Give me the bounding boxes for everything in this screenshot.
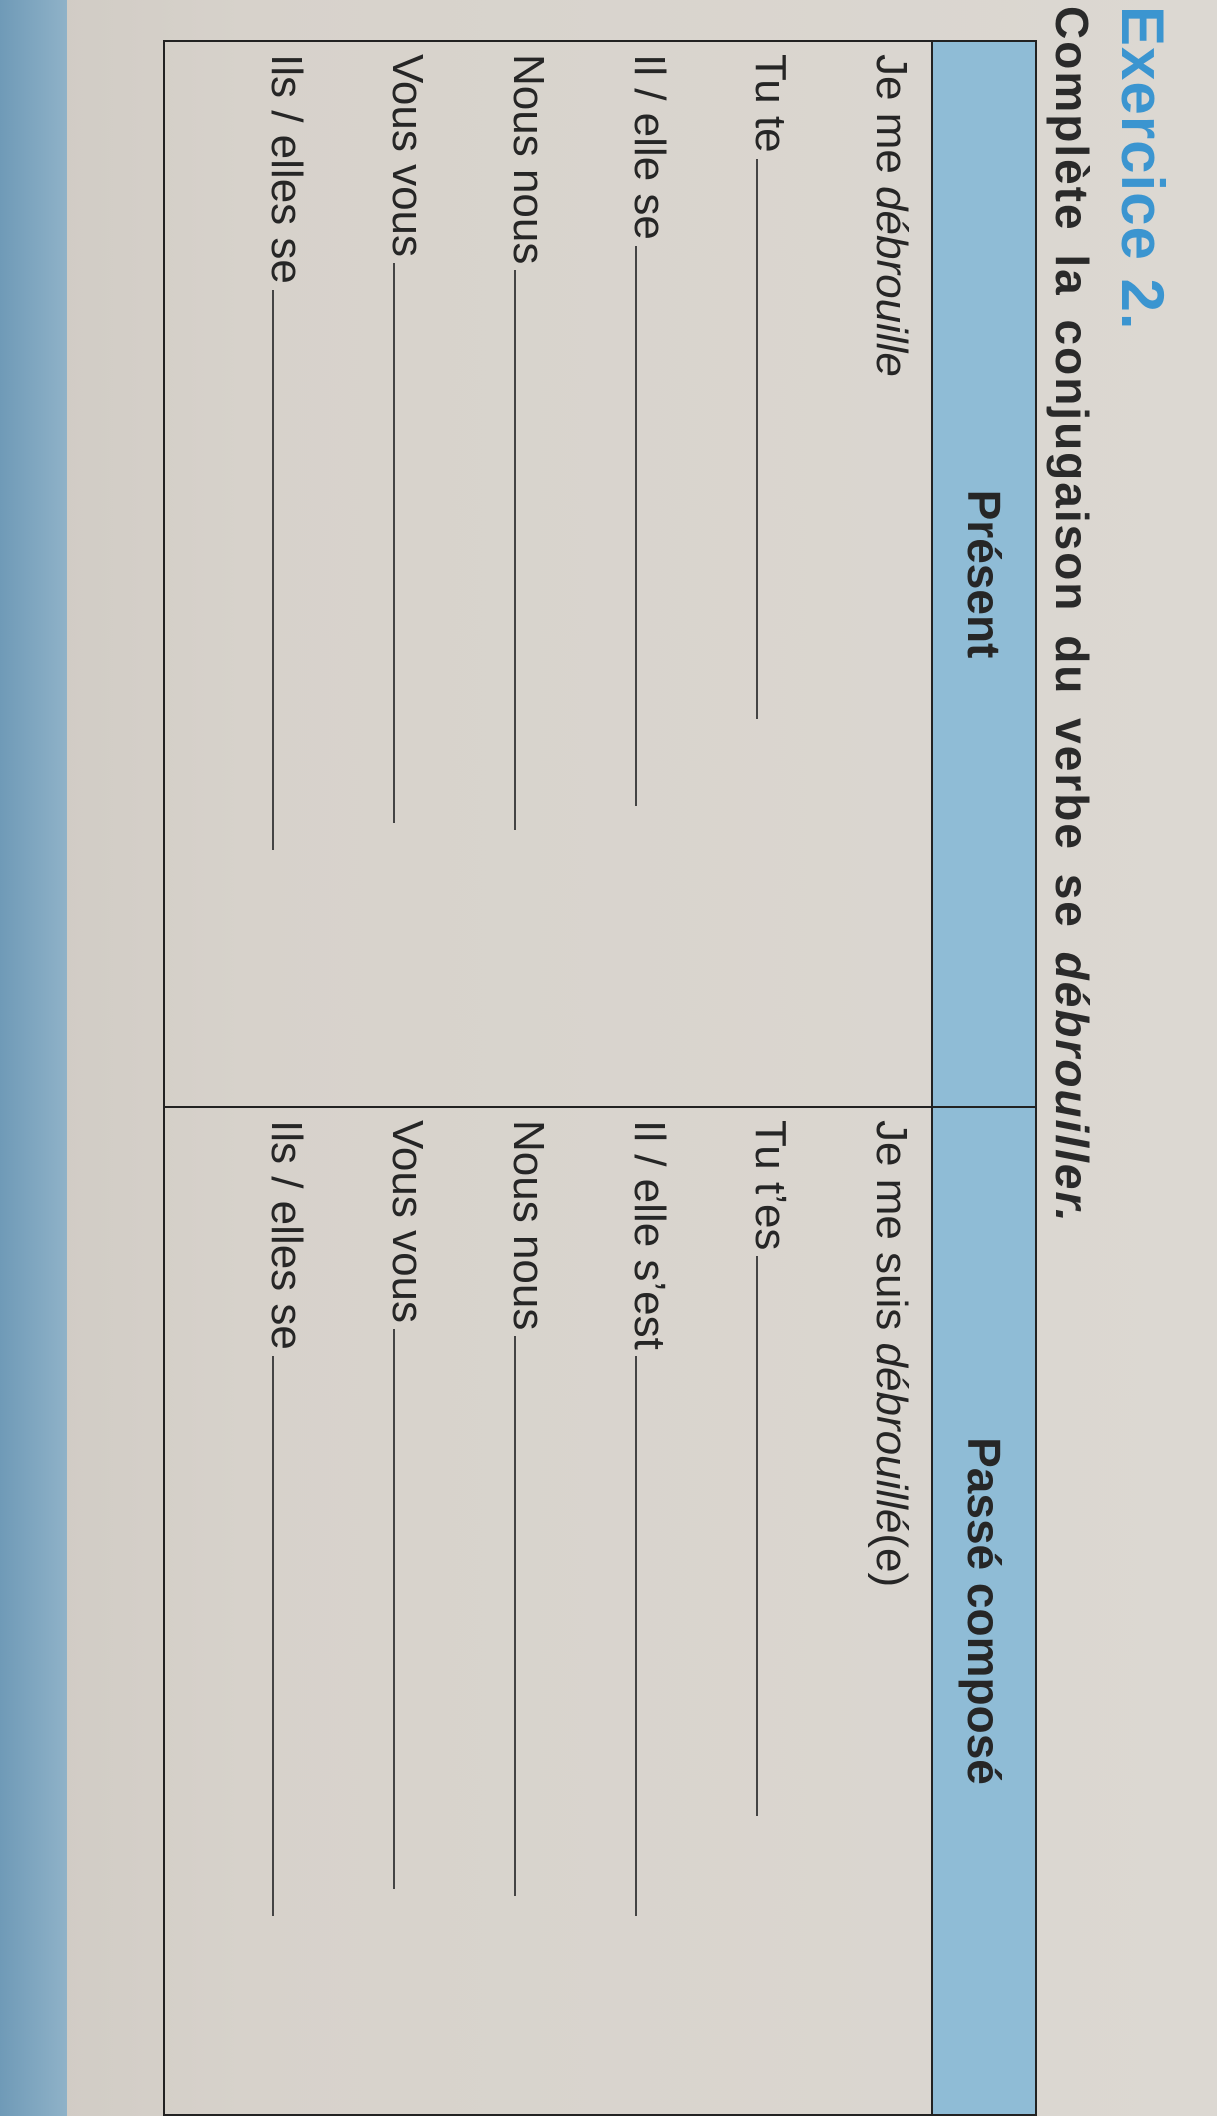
conjugation-line: Je me débrouille	[800, 54, 921, 1094]
conjugation-line: Nous nous	[437, 54, 558, 1094]
answer-blank[interactable]	[393, 263, 435, 824]
agreement-suffix: (e)	[867, 1533, 916, 1588]
pronoun-text: Nous nous	[504, 54, 553, 265]
pronoun-text: Il / elle se	[625, 54, 674, 240]
present-column: Je me débrouille Tu te Il / elle se Nous no…	[195, 41, 932, 1107]
conjugation-line: Je me suis débrouillé(e)	[800, 1120, 921, 2102]
table-bottom	[164, 1107, 195, 2115]
answer-blank[interactable]	[393, 1329, 435, 1890]
header-passe-compose: Passé composé	[932, 1107, 1036, 2115]
pronoun-text: Ils / elles se	[262, 54, 311, 284]
header-present: Présent	[932, 41, 1036, 1107]
answer-blank[interactable]	[635, 245, 677, 806]
conjugation-line: Ils / elles se	[195, 54, 316, 1094]
pronoun-text: Nous nous	[504, 1120, 553, 1331]
conjugation-line: Nous nous	[437, 1120, 558, 2102]
page-edge-blue	[0, 0, 67, 2116]
passe-compose-column: Je me suis débrouillé(e) Tu t’es Il / elle…	[195, 1107, 932, 2115]
pronoun-text: Je me	[867, 54, 916, 187]
exercise-title: Exercice 2.	[1109, 6, 1176, 331]
answer-blank[interactable]	[272, 1355, 314, 1916]
conjugation-table: Présent Passé composé Je me débrouille Tu…	[163, 40, 1037, 2116]
conjugation-line: Vous vous	[316, 54, 437, 1094]
conjugation-line: Ils / elles se	[195, 1120, 316, 2102]
pronoun-text: Tu te	[746, 54, 795, 153]
instruction-verb: débrouiller.	[1046, 951, 1098, 1224]
conjugation-line: Il / elle s’est	[558, 1120, 679, 2102]
conjugation-line: Vous vous	[316, 1120, 437, 2102]
exercise-instruction: Complète la conjugaison du verbe se débr…	[1045, 6, 1099, 1224]
pronoun-text: Vous vous	[383, 1120, 432, 1324]
table-bottom	[164, 41, 195, 1107]
conjugation-line: Il / elle se	[558, 54, 679, 1094]
example-verb: débrouille	[867, 186, 916, 377]
answer-blank[interactable]	[756, 158, 798, 719]
conjugation-line: Tu te	[679, 54, 800, 1094]
pronoun-text: Vous vous	[383, 54, 432, 258]
conjugation-line: Tu t’es	[679, 1120, 800, 2102]
pronoun-text: Il / elle s’est	[625, 1120, 674, 1350]
answer-blank[interactable]	[272, 289, 314, 850]
answer-blank[interactable]	[514, 270, 556, 831]
answer-blank[interactable]	[635, 1355, 677, 1916]
instruction-text: Complète la conjugaison du verbe se	[1046, 6, 1098, 929]
answer-blank[interactable]	[514, 1336, 556, 1897]
pronoun-text: Ils / elles se	[262, 1120, 311, 1350]
answer-blank[interactable]	[756, 1256, 798, 1817]
pronoun-text: Tu t’es	[746, 1120, 795, 1251]
example-verb: débrouillé	[867, 1342, 916, 1534]
pronoun-text: Je me suis	[867, 1120, 916, 1343]
